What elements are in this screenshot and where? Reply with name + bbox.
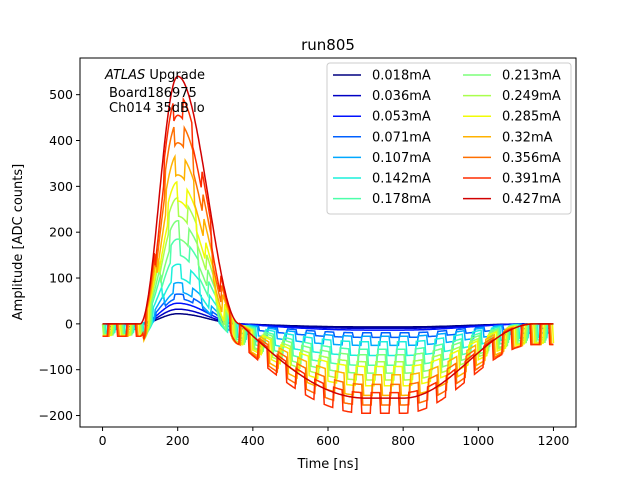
y-axis-label: Amplitude [ADC counts] xyxy=(11,164,26,320)
y-tick-label: 300 xyxy=(49,179,73,194)
series-line xyxy=(102,75,554,399)
series-line xyxy=(102,180,555,387)
x-tick-label: 1200 xyxy=(538,433,570,448)
x-axis-label: Time [ns] xyxy=(296,457,358,472)
legend-label: 0.32mA xyxy=(502,130,553,145)
annotation-channel: Ch014 35dB lo xyxy=(109,101,205,116)
legend-label: 0.142mA xyxy=(372,172,431,187)
y-tick-label: −100 xyxy=(39,362,73,377)
legend-label: 0.053mA xyxy=(372,110,431,125)
y-tick-label: 200 xyxy=(49,225,73,240)
plot-area xyxy=(79,57,577,428)
legend-label: 0.178mA xyxy=(372,192,431,207)
atlas-annotation: ATLAS Upgrade Board186975 Ch014 35dB lo xyxy=(104,68,205,116)
y-tick-label: 400 xyxy=(49,133,73,148)
x-tick-label: 600 xyxy=(316,433,340,448)
series-line xyxy=(102,238,554,367)
series-line xyxy=(102,263,554,357)
x-tick-label: 0 xyxy=(99,433,107,448)
legend-box xyxy=(326,62,572,215)
legend-label: 0.391mA xyxy=(502,172,561,187)
legend-label: 0.213mA xyxy=(502,69,561,84)
series-line xyxy=(102,96,554,414)
series-line xyxy=(102,293,554,339)
annotation-upgrade: Upgrade xyxy=(145,68,205,83)
legend: 0.018mA 0.036mA 0.053mA 0.071mA 0.107mA 0.142… xyxy=(326,62,572,215)
series-line xyxy=(102,281,554,347)
legend-label: 0.071mA xyxy=(372,130,431,145)
x-axis: 0 200 400 600 800 1000 1200 xyxy=(99,427,570,448)
legend-label: 0.036mA xyxy=(372,89,431,104)
chart-title: run805 xyxy=(301,36,355,54)
legend-label: 0.107mA xyxy=(372,151,431,166)
y-axis: −200 −100 0 100 200 300 400 500 xyxy=(39,87,80,423)
legend-label: 0.018mA xyxy=(372,69,431,84)
legend-label: 0.356mA xyxy=(502,151,561,166)
x-tick-label: 400 xyxy=(241,433,265,448)
annotation-board: Board186975 xyxy=(109,86,197,101)
y-tick-label: 500 xyxy=(49,87,73,102)
y-tick-label: 100 xyxy=(49,271,73,286)
annotation-atlas-italic: ATLAS xyxy=(104,68,145,83)
series-line xyxy=(102,302,554,331)
x-tick-label: 800 xyxy=(391,433,415,448)
x-tick-label: 200 xyxy=(166,433,190,448)
legend-label: 0.249mA xyxy=(502,89,561,104)
y-tick-label: 0 xyxy=(65,316,73,331)
annotation-line-1: ATLAS Upgrade xyxy=(104,68,205,83)
y-tick-label: −200 xyxy=(39,408,73,423)
legend-label: 0.427mA xyxy=(502,192,561,207)
series-line xyxy=(102,124,554,406)
legend-label: 0.285mA xyxy=(502,110,561,125)
series-group xyxy=(101,75,555,414)
x-tick-label: 1000 xyxy=(462,433,494,448)
series-line xyxy=(102,219,554,374)
